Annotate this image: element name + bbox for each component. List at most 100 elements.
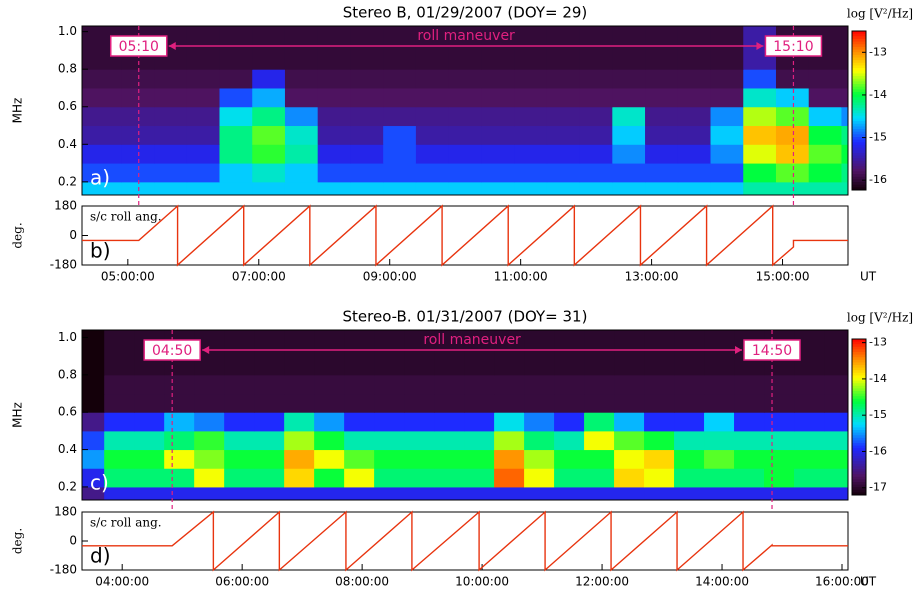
heat-cell: [524, 374, 555, 395]
heat-cell: [254, 449, 285, 469]
colorbar-step: [852, 152, 866, 157]
heat-cell: [808, 106, 842, 127]
heat-cell: [524, 468, 555, 488]
heat-cell: [284, 163, 319, 183]
heat-cell: [546, 26, 581, 70]
colorbar-step: [852, 432, 866, 436]
heat-cell: [82, 412, 105, 432]
roll-line: [82, 204, 848, 267]
colorbar-step: [852, 70, 866, 74]
colorbar-label: log [V²/Hz]: [847, 311, 913, 325]
heat-cell: [186, 163, 220, 183]
heat-cell: [82, 486, 105, 501]
colorbar-step: [852, 388, 866, 392]
heat-cell: [494, 330, 525, 376]
heat-cell: [284, 449, 315, 469]
heat-cell: [464, 430, 495, 451]
heat-cell: [775, 69, 810, 89]
heat-cell: [121, 106, 155, 127]
colorbar-step: [852, 359, 866, 363]
y-tick-label: 0.4: [58, 442, 77, 456]
heat-cell: [554, 449, 585, 469]
heat-cell: [584, 468, 615, 488]
x-tick-label: 16:00:00: [815, 575, 869, 589]
colorbar-step: [852, 443, 866, 447]
heat-cell: [584, 393, 615, 413]
heat-cell: [841, 181, 849, 196]
annotation-box: [743, 339, 801, 361]
heat-cell: [383, 181, 417, 196]
heat-cell: [612, 106, 646, 127]
colorbar-step: [852, 184, 866, 188]
colorbar-step: [852, 422, 866, 426]
heat-cell: [284, 87, 319, 108]
heat-cell: [644, 412, 675, 432]
heat-cell: [121, 125, 155, 145]
heat-cell: [808, 69, 842, 89]
colorbar-step: [852, 150, 866, 154]
heat-cell: [677, 26, 712, 70]
heat-cell: [734, 393, 765, 413]
heat-cell: [194, 430, 225, 451]
colorbar-step: [852, 346, 866, 350]
colorbar-step: [852, 123, 866, 127]
colorbar-tick-label: -13: [869, 336, 887, 349]
heat-cell: [434, 468, 465, 488]
heat-cell: [317, 26, 351, 70]
x-tick-label: 06:00:00: [215, 575, 269, 589]
y-tick-label: 0.2: [58, 174, 77, 188]
colorbar-step: [852, 118, 866, 122]
heat-cell: [219, 181, 253, 196]
heat-cell: [82, 330, 105, 376]
heat-cell: [644, 430, 675, 451]
heat-cell: [134, 486, 165, 501]
panel-frame: [81, 511, 849, 571]
heat-cell: [841, 26, 849, 70]
x-tick-label: 11:00:00: [494, 270, 548, 284]
heat-cell: [82, 374, 105, 395]
colorbar-step: [852, 409, 866, 413]
heat-cell: [314, 330, 345, 376]
heat-cell: [284, 374, 315, 395]
colorbar-step: [852, 38, 866, 43]
heat-cell: [775, 163, 810, 183]
colorbar-step: [852, 84, 866, 88]
colorbar-step: [852, 78, 866, 82]
heat-cell: [794, 374, 825, 395]
colorbar-step: [852, 445, 866, 449]
heat-cell: [317, 69, 351, 89]
heat-cell: [677, 163, 712, 183]
heat-cell: [434, 486, 465, 501]
colorbar-step: [852, 396, 866, 400]
heat-cell: [314, 374, 345, 395]
heat-cell: [350, 144, 384, 164]
heat-cell: [404, 374, 435, 395]
y-axis-label: MHz: [11, 402, 25, 428]
heat-cell: [374, 430, 405, 451]
heat-cell: [546, 106, 581, 127]
heat-cell: [824, 412, 849, 432]
colorbar-step: [852, 144, 866, 149]
heat-cell: [344, 330, 375, 376]
colorbar-step: [852, 158, 866, 162]
colorbar-step: [852, 427, 866, 431]
colorbar-step: [852, 458, 866, 462]
heat-cell: [710, 106, 744, 127]
heat-cell: [314, 430, 345, 451]
y-tick-label: 0.4: [58, 137, 77, 151]
heat-cell: [448, 181, 482, 196]
heat-cell: [344, 374, 375, 395]
panel-frame: [81, 329, 849, 501]
heat-cell: [546, 87, 581, 108]
heat-cell: [710, 26, 744, 70]
heat-cell: [383, 163, 417, 183]
colorbar-step: [852, 406, 866, 410]
heat-cell: [448, 26, 482, 70]
heat-cell: [194, 412, 225, 432]
heat-cell: [194, 468, 225, 488]
heat-cell: [674, 330, 705, 376]
heat-cell: [154, 87, 188, 108]
roll-line: [82, 510, 848, 572]
annotation-text: 15:10: [773, 39, 813, 55]
colorbar-step: [852, 139, 866, 143]
